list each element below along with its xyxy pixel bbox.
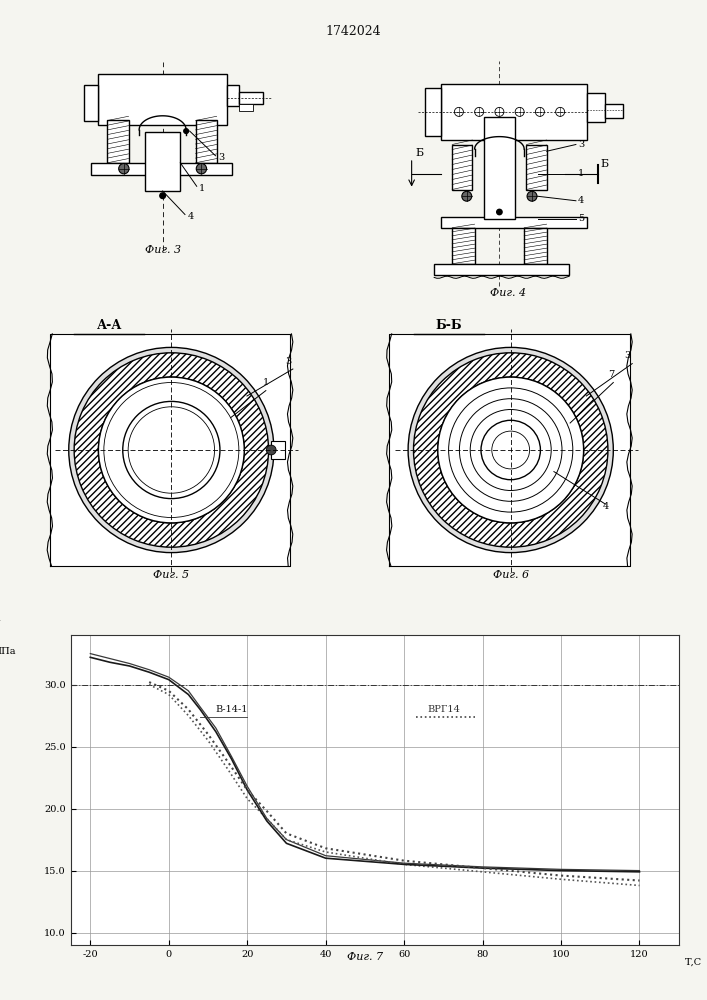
- Text: Фиг. 6: Фиг. 6: [493, 570, 529, 580]
- Text: 1: 1: [199, 184, 205, 193]
- Circle shape: [119, 164, 129, 174]
- Bar: [527, 144, 547, 190]
- Text: Б: Б: [415, 148, 423, 158]
- Wedge shape: [74, 353, 269, 547]
- Circle shape: [438, 377, 583, 523]
- Bar: [196, 120, 216, 163]
- Text: Фиг. 7: Фиг. 7: [347, 952, 383, 962]
- Polygon shape: [390, 334, 629, 566]
- Bar: [84, 85, 98, 120]
- Circle shape: [104, 382, 239, 518]
- Circle shape: [160, 193, 165, 199]
- Circle shape: [128, 407, 214, 493]
- Bar: [227, 85, 239, 106]
- Text: 3: 3: [218, 153, 224, 162]
- Wedge shape: [414, 353, 608, 547]
- Bar: [434, 264, 569, 275]
- Text: 3: 3: [624, 351, 631, 360]
- Text: 3: 3: [285, 357, 291, 366]
- Circle shape: [69, 347, 274, 553]
- Text: 5: 5: [578, 214, 584, 223]
- Text: Фиг. 5: Фиг. 5: [153, 570, 189, 580]
- Bar: [98, 74, 227, 125]
- Text: Фиг. 3: Фиг. 3: [144, 245, 181, 255]
- Text: 1: 1: [263, 378, 269, 387]
- Bar: [524, 228, 547, 264]
- Circle shape: [267, 445, 276, 455]
- Circle shape: [197, 164, 206, 174]
- Text: E,: E,: [0, 614, 2, 623]
- Text: Фиг. 4: Фиг. 4: [491, 288, 527, 298]
- Polygon shape: [50, 334, 290, 566]
- Bar: [452, 228, 474, 264]
- Circle shape: [481, 420, 540, 480]
- Bar: [441, 84, 587, 140]
- Circle shape: [184, 129, 189, 133]
- Bar: [452, 144, 472, 190]
- Text: 4: 4: [187, 212, 194, 221]
- Circle shape: [98, 377, 244, 523]
- Text: 4: 4: [578, 196, 585, 205]
- Circle shape: [497, 209, 502, 215]
- Circle shape: [462, 191, 472, 201]
- Text: 1: 1: [578, 169, 585, 178]
- Bar: [91, 163, 232, 175]
- Bar: [107, 120, 129, 163]
- Bar: [145, 132, 180, 191]
- Bar: [425, 88, 441, 135]
- Text: МПа: МПа: [0, 647, 16, 656]
- Bar: [605, 104, 623, 117]
- Text: В-14-1: В-14-1: [216, 705, 248, 714]
- Text: 3: 3: [578, 140, 585, 149]
- Text: 1742024: 1742024: [326, 25, 381, 38]
- Bar: [239, 92, 262, 104]
- Bar: [587, 93, 605, 122]
- Bar: [484, 117, 515, 219]
- Bar: [271, 441, 285, 459]
- Text: А-А: А-А: [97, 319, 122, 332]
- Text: Б: Б: [601, 159, 609, 169]
- Circle shape: [408, 347, 613, 553]
- Text: Б-Б: Б-Б: [436, 319, 462, 332]
- Bar: [239, 104, 253, 111]
- Text: 4: 4: [602, 502, 609, 511]
- Bar: [441, 217, 587, 228]
- Text: Т,С: Т,С: [685, 957, 702, 966]
- Circle shape: [123, 401, 220, 499]
- Circle shape: [527, 191, 537, 201]
- Text: ВРГ14: ВРГ14: [428, 705, 460, 714]
- Text: 7: 7: [608, 370, 614, 379]
